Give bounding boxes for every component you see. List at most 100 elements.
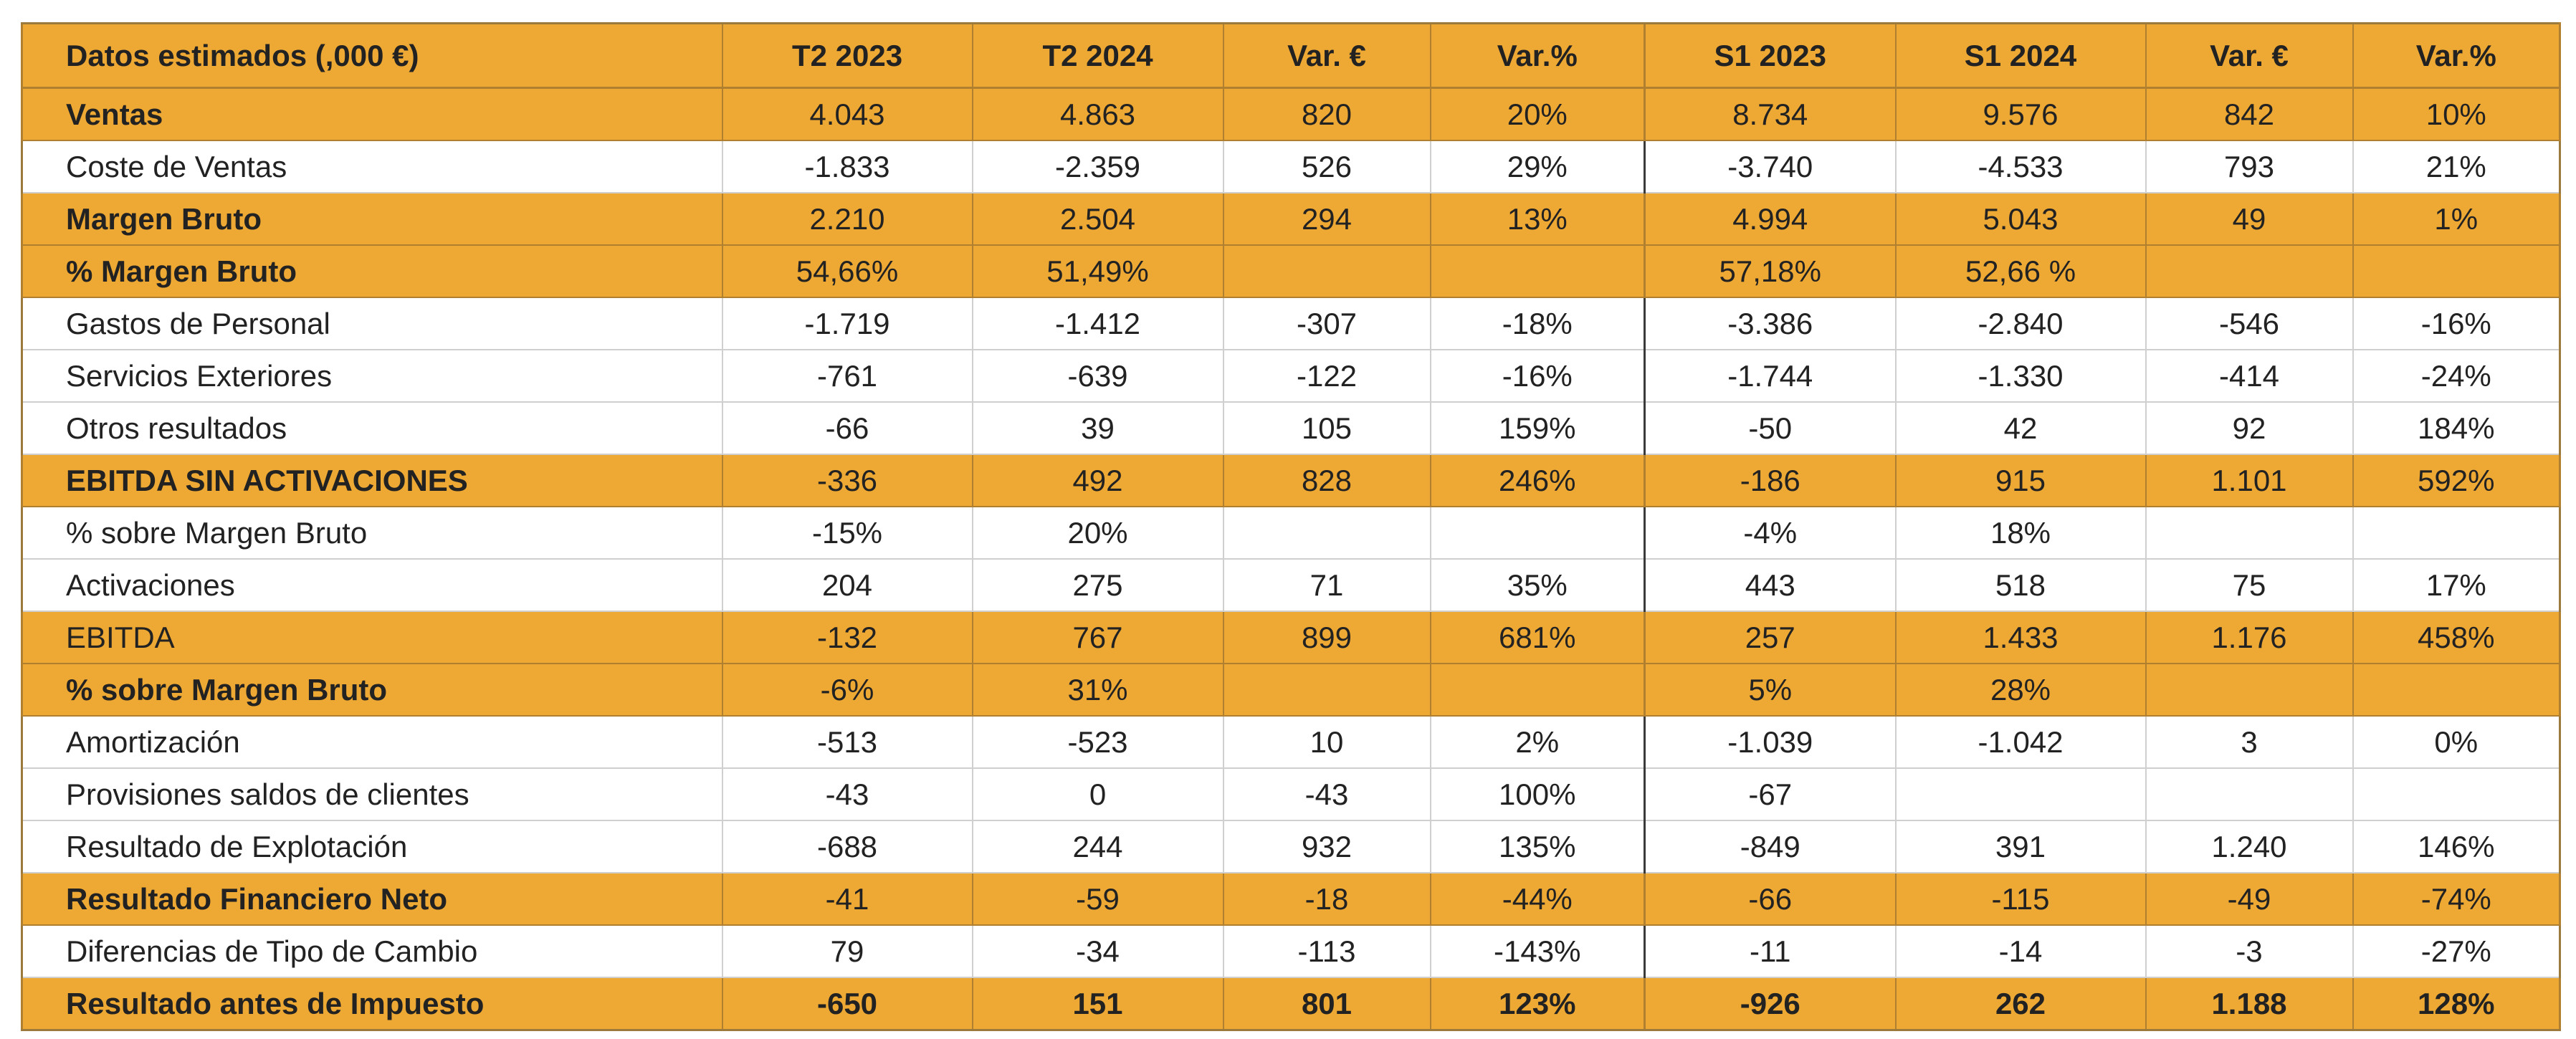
- table-row: Activaciones 204 275 71 35% 443 518 75 17%: [21, 558, 2561, 612]
- s1-var-eur: 842: [2145, 87, 2354, 141]
- row-label: Activaciones: [21, 558, 723, 612]
- s1-2023-value: 257: [1644, 611, 1897, 664]
- table-row: % sobre Margen Bruto -6% 31% 5% 28%: [21, 663, 2561, 717]
- t2-2024-value: 4.863: [971, 87, 1224, 141]
- t2-2023-value: 4.043: [721, 87, 973, 141]
- s1-2024-value: 1.433: [1894, 611, 2147, 664]
- header-s1-2024: S1 2024: [1894, 22, 2147, 89]
- s1-2024-value: -2.840: [1894, 297, 2147, 350]
- s1-var-pct: 184%: [2352, 401, 2561, 455]
- t2-var-eur: 828: [1222, 454, 1431, 507]
- t2-2024-value: -2.359: [971, 140, 1224, 193]
- t2-var-pct: -18%: [1429, 297, 1646, 350]
- s1-2024-value: 18%: [1894, 506, 2147, 560]
- table-row: Diferencias de Tipo de Cambio 79 -34 -113 -1…: [21, 924, 2561, 978]
- s1-var-pct: [2352, 506, 2561, 560]
- t2-2023-value: -761: [721, 349, 973, 403]
- t2-var-pct: 20%: [1429, 87, 1646, 141]
- table-row: Margen Bruto 2.210 2.504 294 13% 4.994 5.043 49…: [21, 192, 2561, 246]
- s1-var-eur: 3: [2145, 715, 2354, 769]
- s1-2024-value: 518: [1894, 558, 2147, 612]
- t2-var-pct: 100%: [1429, 767, 1646, 821]
- t2-2024-value: 20%: [971, 506, 1224, 560]
- row-label: Ventas: [21, 87, 723, 141]
- s1-var-eur: -546: [2145, 297, 2354, 350]
- t2-2023-value: -6%: [721, 663, 973, 717]
- t2-var-pct: 246%: [1429, 454, 1646, 507]
- s1-var-pct: [2352, 244, 2561, 298]
- t2-2024-value: -523: [971, 715, 1224, 769]
- s1-var-eur: -3: [2145, 924, 2354, 978]
- s1-var-eur: 75: [2145, 558, 2354, 612]
- t2-2023-value: 204: [721, 558, 973, 612]
- t2-var-eur: -113: [1222, 924, 1431, 978]
- table-row: Resultado antes de Impuesto -650 151 801 123…: [21, 977, 2561, 1031]
- s1-var-pct: 21%: [2352, 140, 2561, 193]
- t2-var-eur: 10: [1222, 715, 1431, 769]
- t2-var-eur: 820: [1222, 87, 1431, 141]
- s1-var-pct: -74%: [2352, 872, 2561, 926]
- t2-var-eur: -18: [1222, 872, 1431, 926]
- s1-2023-value: 8.734: [1644, 87, 1897, 141]
- s1-var-eur: -414: [2145, 349, 2354, 403]
- row-label: Resultado de Explotación: [21, 820, 723, 873]
- row-label: Margen Bruto: [21, 192, 723, 246]
- s1-2024-value: 262: [1894, 977, 2147, 1031]
- row-label: Provisiones saldos de clientes: [21, 767, 723, 821]
- s1-2023-value: -11: [1644, 924, 1897, 978]
- t2-var-eur: 294: [1222, 192, 1431, 246]
- s1-2024-value: 9.576: [1894, 87, 2147, 141]
- s1-2023-value: -1.744: [1644, 349, 1897, 403]
- t2-var-pct: 135%: [1429, 820, 1646, 873]
- table-row: Ventas 4.043 4.863 820 20% 8.734 9.576 842 10%: [21, 87, 2561, 141]
- s1-var-eur: [2145, 506, 2354, 560]
- table-row: Resultado Financiero Neto -41 -59 -18 -44% -6…: [21, 872, 2561, 926]
- t2-var-pct: [1429, 506, 1646, 560]
- table-row: % Margen Bruto 54,66% 51,49% 57,18% 52,66 %: [21, 244, 2561, 298]
- t2-2024-value: 244: [971, 820, 1224, 873]
- t2-var-pct: -16%: [1429, 349, 1646, 403]
- s1-2023-value: 4.994: [1644, 192, 1897, 246]
- row-label: Coste de Ventas: [21, 140, 723, 193]
- s1-var-pct: -27%: [2352, 924, 2561, 978]
- t2-2023-value: -41: [721, 872, 973, 926]
- s1-var-eur: 793: [2145, 140, 2354, 193]
- t2-2023-value: -43: [721, 767, 973, 821]
- s1-2024-value: [1894, 767, 2147, 821]
- t2-var-pct: 2%: [1429, 715, 1646, 769]
- t2-var-pct: 159%: [1429, 401, 1646, 455]
- row-label: Resultado antes de Impuesto: [21, 977, 723, 1031]
- t2-2024-value: -639: [971, 349, 1224, 403]
- table-row: Servicios Exteriores -761 -639 -122 -16% -1.7…: [21, 349, 2561, 403]
- header-t2-2023: T2 2023: [721, 22, 973, 89]
- s1-var-pct: -16%: [2352, 297, 2561, 350]
- s1-2024-value: -1.042: [1894, 715, 2147, 769]
- row-label: Amortización: [21, 715, 723, 769]
- row-label: Gastos de Personal: [21, 297, 723, 350]
- table-row: Provisiones saldos de clientes -43 0 -43 100…: [21, 767, 2561, 821]
- table-row: Amortización -513 -523 10 2% -1.039 -1.042 3 0%: [21, 715, 2561, 769]
- s1-var-pct: 1%: [2352, 192, 2561, 246]
- row-label: % sobre Margen Bruto: [21, 506, 723, 560]
- t2-2023-value: 2.210: [721, 192, 973, 246]
- t2-2023-value: 54,66%: [721, 244, 973, 298]
- s1-var-pct: 10%: [2352, 87, 2561, 141]
- t2-2024-value: 51,49%: [971, 244, 1224, 298]
- t2-var-pct: -143%: [1429, 924, 1646, 978]
- t2-var-eur: [1222, 663, 1431, 717]
- t2-var-pct: 681%: [1429, 611, 1646, 664]
- t2-2024-value: 0: [971, 767, 1224, 821]
- t2-2023-value: -336: [721, 454, 973, 507]
- s1-2023-value: -50: [1644, 401, 1897, 455]
- header-t2-var-eur: Var. €: [1222, 22, 1431, 89]
- s1-2023-value: -4%: [1644, 506, 1897, 560]
- table-row: % sobre Margen Bruto -15% 20% -4% 18%: [21, 506, 2561, 560]
- t2-var-eur: -307: [1222, 297, 1431, 350]
- s1-2024-value: 915: [1894, 454, 2147, 507]
- t2-2023-value: -132: [721, 611, 973, 664]
- t2-2023-value: -15%: [721, 506, 973, 560]
- t2-var-pct: -44%: [1429, 872, 1646, 926]
- s1-var-pct: 128%: [2352, 977, 2561, 1031]
- s1-2024-value: 391: [1894, 820, 2147, 873]
- header-metric-label: Datos estimados (,000 €): [21, 22, 723, 89]
